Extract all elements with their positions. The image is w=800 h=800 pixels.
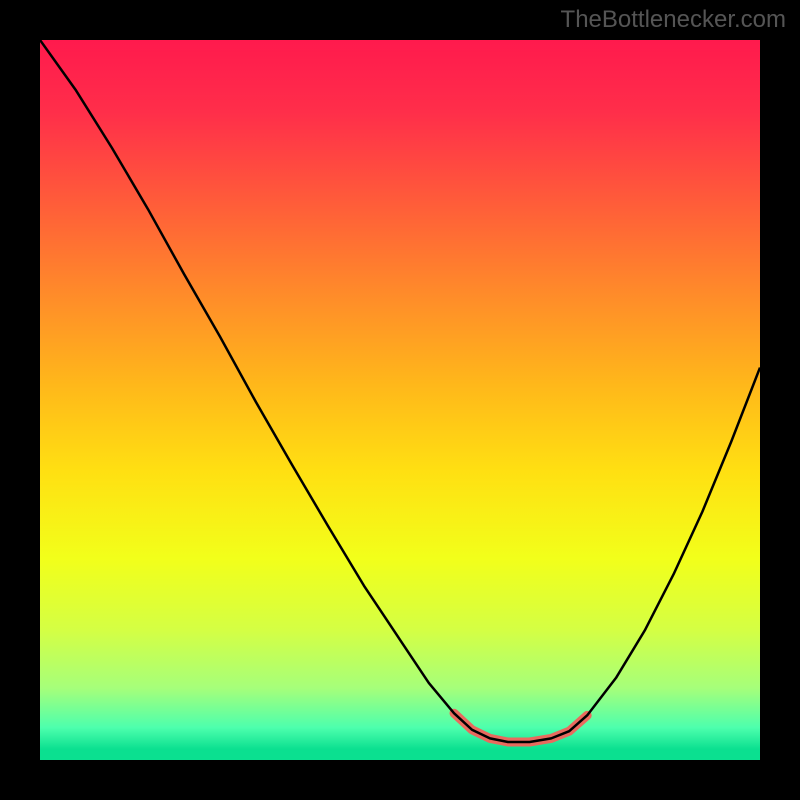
watermark-text: TheBottlenecker.com [561, 6, 786, 34]
chart-gradient-background [40, 40, 760, 760]
chart-plot-area [40, 40, 760, 760]
